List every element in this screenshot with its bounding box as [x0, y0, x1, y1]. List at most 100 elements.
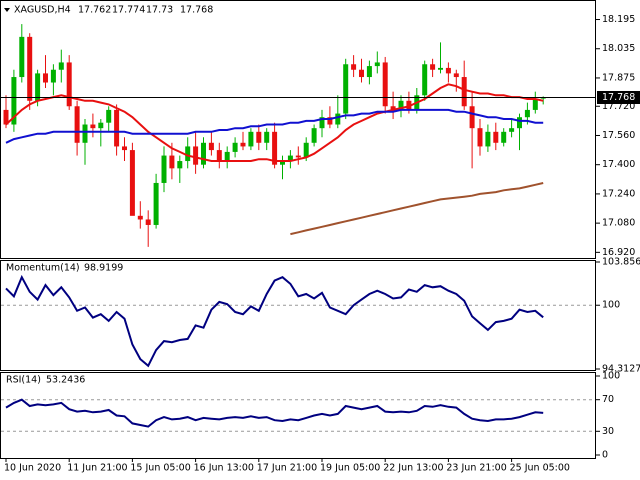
candle-body	[517, 117, 522, 129]
x-tick-label: 11 Jun 21:00	[67, 463, 127, 474]
y-tick-label: 18.195	[602, 14, 635, 25]
candle-body	[359, 69, 364, 78]
rsi-value: 53.2436	[46, 375, 85, 386]
candle-body	[90, 124, 96, 129]
candle-body	[114, 109, 120, 147]
price-tag	[597, 90, 640, 104]
y-tick-label: 17.240	[602, 188, 635, 199]
candle-body	[98, 122, 104, 129]
candle-body	[327, 117, 333, 125]
candle-body	[303, 142, 309, 158]
candle-body	[335, 113, 341, 125]
candle-body	[201, 142, 206, 165]
collapse-icon[interactable]	[4, 8, 10, 12]
candle-body	[390, 106, 396, 110]
candle-body	[524, 109, 530, 118]
y-tick-label: 18.035	[602, 43, 635, 54]
candle-body	[430, 64, 436, 70]
candle-body	[248, 131, 254, 147]
y-tick-label: 94.3127	[602, 364, 640, 375]
candle-body	[137, 215, 143, 220]
x-tick-label: 16 Jun 13:00	[194, 463, 254, 474]
candle-body	[311, 128, 317, 143]
candle-body	[122, 146, 127, 151]
indicator-line	[5, 398, 544, 428]
candle-body	[193, 146, 199, 165]
candle-body	[35, 73, 41, 101]
y-tick-label: 70	[602, 394, 614, 405]
price-tag-label: 17.768	[602, 92, 635, 103]
candle-body	[366, 66, 372, 78]
candle-body	[161, 155, 167, 183]
x-tick-label: 17 Jun 21:00	[257, 463, 317, 474]
candle-body	[398, 100, 404, 110]
rsi-panel-frame	[0, 372, 596, 459]
candle-body	[509, 128, 515, 132]
main-panel-frame	[0, 0, 596, 259]
candle-body	[453, 73, 459, 78]
candle-body	[185, 146, 191, 162]
momentum-value: 98.9199	[84, 263, 123, 274]
candle-body	[501, 131, 507, 143]
candle-body	[232, 142, 238, 152]
candle-body	[3, 109, 9, 125]
rsi-title: RSI(14)	[6, 375, 41, 386]
candle-body	[129, 150, 135, 216]
candle-body	[208, 142, 214, 151]
candle-body	[19, 36, 25, 78]
candle-body	[106, 109, 112, 123]
y-tick-label: 17.875	[602, 72, 635, 83]
y-tick-label: 17.400	[602, 159, 635, 170]
indicator-line	[5, 274, 544, 368]
x-tick-label: 25 Jun 05:00	[510, 463, 570, 474]
y-tick-label: 16.920	[602, 247, 635, 258]
y-tick-label: 17.560	[602, 130, 635, 141]
x-tick-label: 23 Jun 21:00	[446, 463, 506, 474]
moving-average	[5, 108, 544, 144]
candle-body	[319, 117, 325, 129]
candle-body	[256, 131, 262, 143]
candle-body	[27, 36, 33, 101]
candle-body	[43, 73, 48, 83]
candle-body	[177, 161, 183, 169]
candle-body	[422, 64, 428, 96]
candle-body	[153, 182, 159, 225]
last-close: 17.768	[180, 5, 213, 16]
candle-body	[438, 67, 443, 70]
candle-body	[66, 62, 72, 107]
candle-body	[11, 77, 17, 125]
x-tick-label: 19 Jun 05:00	[320, 463, 380, 474]
y-tick-label: 30	[602, 426, 614, 437]
candle-body	[351, 64, 357, 70]
candle-body	[145, 219, 151, 225]
moving-average	[290, 182, 544, 236]
candle-body	[216, 150, 222, 162]
candle-body	[445, 67, 451, 74]
x-tick-label: 10 Jun 2020	[4, 463, 61, 474]
symbol: XAGUSD,H4	[14, 5, 71, 16]
momentum-title: Momentum(14)	[6, 263, 80, 274]
candle-body	[280, 161, 285, 165]
last-open: 17.762	[78, 5, 111, 16]
candle-body	[50, 69, 56, 83]
candle-body	[343, 64, 349, 114]
candle-body	[540, 97, 546, 99]
candle-body	[240, 142, 246, 147]
last-low: 17.73	[146, 5, 173, 16]
candle-body	[461, 77, 467, 107]
x-tick-label: 22 Jun 13:00	[383, 463, 443, 474]
y-tick-label: 100	[602, 300, 620, 311]
candle-body	[485, 131, 491, 147]
last-high: 17.774	[112, 5, 145, 16]
candle-body	[477, 128, 483, 147]
candle-body	[74, 106, 80, 143]
candle-body	[532, 98, 538, 110]
moving-average	[5, 83, 544, 162]
y-tick-label: 17.080	[602, 218, 635, 229]
candle-body	[169, 155, 175, 169]
candle-body	[469, 106, 475, 129]
candle-body	[272, 131, 278, 165]
